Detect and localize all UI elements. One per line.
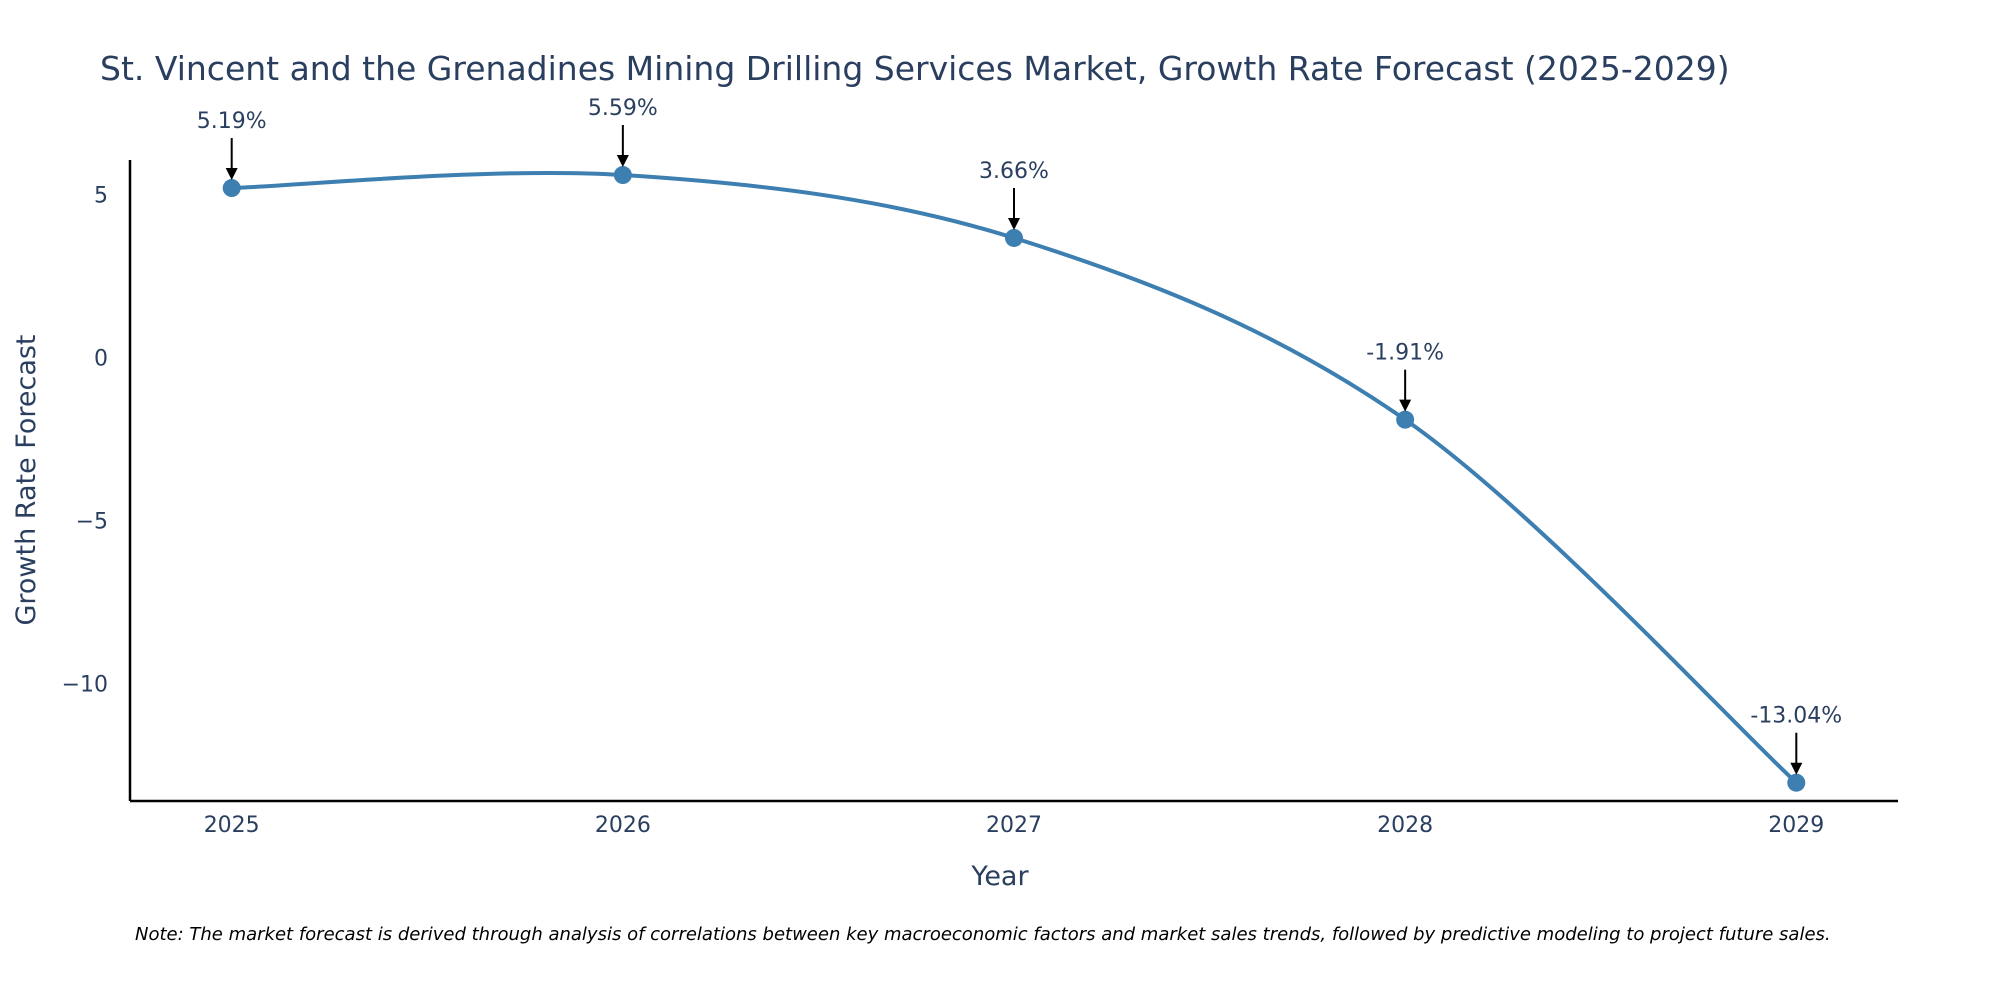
data-annotation: 5.59% [588,96,658,168]
x-tick-label: 2029 [1768,813,1824,838]
data-label: -13.04% [1750,704,1842,729]
plot-area: 5.19% 5.59% 3.66% -1.91% -13.04% [197,96,1842,792]
y-tick-label: −5 [76,509,108,534]
annotation-arrow-head [1790,762,1803,775]
y-axis-ticks: 5 0 −5 −10 [62,183,108,697]
data-annotation: 5.19% [197,109,267,181]
y-tick-label: −10 [62,673,108,698]
x-tick-label: 2028 [1377,813,1433,838]
y-tick-label: 5 [94,183,108,208]
data-point [613,166,632,185]
y-axis-title: Growth Rate Forecast [11,334,42,625]
data-annotation: 3.66% [979,159,1049,230]
data-annotation: -1.91% [1366,341,1444,412]
y-tick-label: 0 [94,346,108,371]
data-label: 5.59% [588,96,658,121]
annotation-arrow-head [1008,217,1020,230]
data-point [1787,773,1806,792]
series-line [231,170,1798,785]
annotations: 5.19% 5.59% 3.66% -1.91% -13.04% [197,96,1842,775]
data-label: -1.91% [1366,341,1444,366]
data-point [1005,228,1023,247]
x-tick-label: 2027 [986,813,1042,838]
data-label: 3.66% [979,159,1049,184]
markers [222,166,1806,792]
x-tick-label: 2025 [204,813,260,838]
annotation-arrow-head [225,168,238,181]
data-label: 5.19% [197,109,267,134]
data-point [1396,410,1415,429]
x-axis-ticks: 2025 2026 2027 2028 2029 [204,813,1825,838]
chart-title: St. Vincent and the Grenadines Mining Dr… [100,49,1730,88]
data-point [222,179,241,198]
data-annotation: -13.04% [1750,704,1842,775]
x-tick-label: 2026 [595,813,651,838]
annotation-arrow-head [616,155,629,168]
footnote: Note: The market forecast is derived thr… [135,924,1831,945]
annotation-arrow-head [1399,399,1412,412]
x-axis-title: Year [970,861,1029,892]
